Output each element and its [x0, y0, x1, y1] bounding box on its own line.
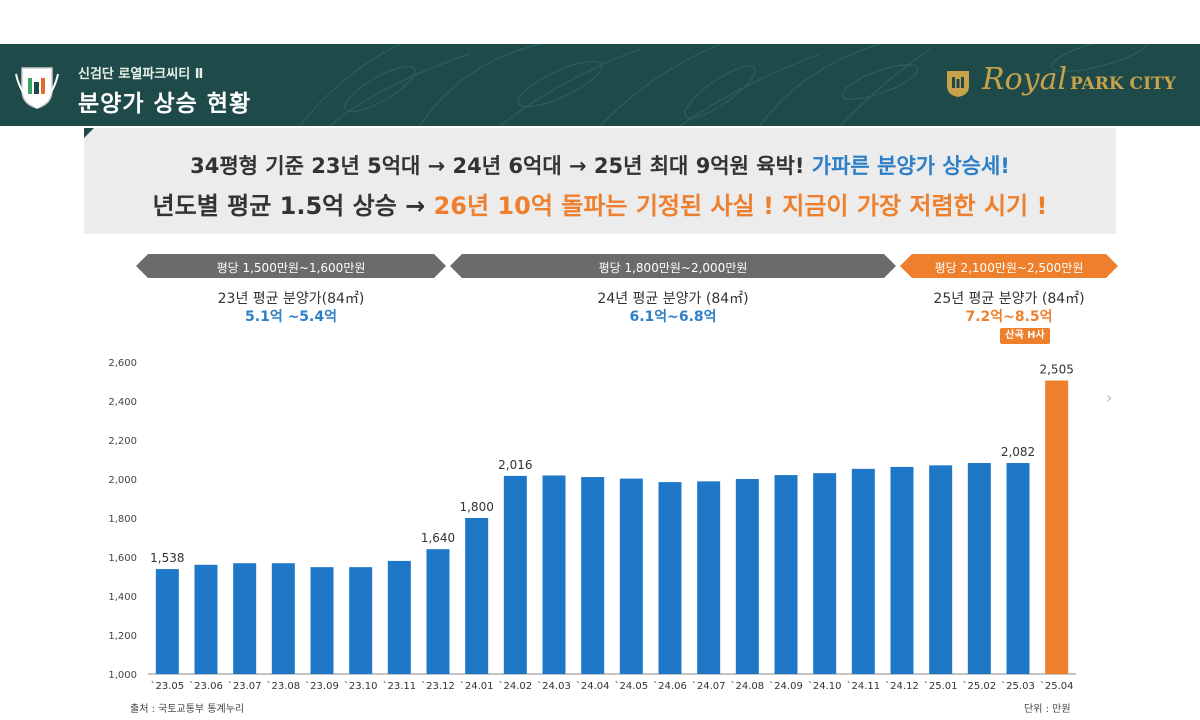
bar: [542, 475, 566, 674]
bar: [967, 463, 991, 674]
chevron-right-icon[interactable]: ›: [1106, 388, 1113, 407]
bar: [426, 549, 450, 674]
bar: [929, 465, 953, 674]
period-range-23: 5.1억 ~5.4억: [245, 309, 337, 325]
period-title-25: 25년 평균 분양가 (84㎡): [933, 291, 1085, 307]
bar: [465, 518, 489, 674]
x-tick-label: `25.03: [1001, 680, 1035, 692]
headline-2-highlight: 26년 10억 돌파는 기정된 사실 ! 지금이 가장 저렴한 시기 !: [433, 192, 1048, 220]
period-title-23: 23년 평균 분양가(84㎡): [217, 291, 365, 307]
x-tick-label: `24.03: [537, 680, 571, 692]
brand-royal: Royal: [982, 62, 1068, 97]
data-label: 1,640: [421, 531, 455, 545]
x-tick-label: `23.12: [421, 680, 455, 692]
bar: [774, 475, 798, 674]
x-tick-label: `23.11: [383, 680, 417, 692]
unit-note: 단위 : 만원: [1024, 704, 1071, 715]
period-label-23: 평당 1,500만원~1,600만원: [216, 261, 366, 275]
bar: [1045, 380, 1069, 674]
headline-line-1: 34평형 기준 23년 5억대 → 24년 6억대 → 25년 최대 9억원 육…: [84, 150, 1116, 180]
headline-1-highlight: 가파른 분양가 상승세!: [811, 154, 1010, 178]
period-ribbon-25: [900, 254, 1118, 278]
brand-parkcity: PARK CITY: [1070, 74, 1176, 94]
y-tick-label: 1,200: [108, 631, 137, 642]
bar: [310, 567, 334, 674]
period-ribbon-23: [136, 254, 446, 278]
y-tick-label: 2,400: [108, 397, 137, 408]
bar: [194, 564, 218, 674]
tag-badge: 산곡 H사: [1000, 328, 1050, 344]
headline-banner: 34평형 기준 23년 5억대 → 24년 6억대 → 25년 최대 9억원 육…: [84, 128, 1116, 234]
x-tick-label: `25.04: [1040, 680, 1074, 692]
bar: [697, 481, 721, 674]
data-label: 2,016: [498, 458, 532, 472]
data-label: 1,800: [459, 500, 493, 514]
x-tick-label: `24.10: [808, 680, 842, 692]
y-tick-label: 1,400: [108, 592, 137, 603]
bar: [735, 479, 759, 674]
x-tick-label: `23.09: [305, 680, 339, 692]
gold-crest-icon: [947, 71, 969, 97]
period-title-24: 24년 평균 분양가 (84㎡): [597, 291, 749, 307]
leaf-pattern: [299, 44, 1149, 126]
bar: [271, 563, 295, 674]
bar: [155, 569, 179, 674]
banner-corner: [84, 128, 94, 138]
x-tick-label: `25.01: [924, 680, 958, 692]
x-tick-label: `24.04: [576, 680, 610, 692]
x-tick-label: `23.06: [189, 680, 223, 692]
bar: [503, 475, 527, 674]
x-tick-label: `23.10: [344, 680, 378, 692]
x-tick-label: `24.07: [692, 680, 726, 692]
bar: [233, 563, 257, 674]
bar: [619, 478, 643, 674]
x-tick-label: `24.09: [769, 680, 803, 692]
x-tick-label: `24.08: [731, 680, 765, 692]
period-ribbons: [136, 254, 1118, 278]
y-tick-label: 2,000: [108, 475, 137, 486]
bar: [658, 482, 682, 674]
bar: [387, 560, 411, 674]
period-label-24: 평당 1,800만원~2,000만원: [598, 261, 748, 275]
bar: [1006, 463, 1030, 674]
period-ribbon-24: [450, 254, 896, 278]
source-note: 출처 : 국토교통부 통계누리: [130, 704, 245, 715]
x-tick-label: `25.02: [963, 680, 997, 692]
y-tick-label: 2,200: [108, 436, 137, 447]
x-tick-label: `24.05: [615, 680, 649, 692]
bar: [851, 468, 875, 674]
x-tick-label: `23.05: [151, 680, 185, 692]
y-tick-label: 1,600: [108, 553, 137, 564]
crest-logo-icon: [15, 67, 59, 109]
period-label-25: 평당 2,100만원~2,500만원: [934, 261, 1084, 275]
headline-1-main: 34평형 기준 23년 5억대 → 24년 6억대 → 25년 최대 9억원 육…: [190, 154, 805, 178]
data-label: 1,538: [150, 551, 184, 565]
data-label: 2,505: [1039, 363, 1073, 377]
headline-2-main: 년도별 평균 1.5억 상승 →: [152, 192, 426, 220]
y-tick-label: 2,600: [108, 358, 137, 369]
bar: [813, 473, 837, 674]
x-tick-label: `24.01: [460, 680, 494, 692]
bar: [349, 567, 373, 674]
period-range-24: 6.1억~6.8억: [629, 309, 717, 325]
y-tick-label: 1,000: [108, 670, 137, 681]
bar: [581, 477, 605, 674]
page-title: 분양가 상승 현황: [78, 91, 252, 117]
x-tick-label: `24.11: [847, 680, 881, 692]
x-tick-label: `23.07: [228, 680, 262, 692]
x-tick-label: `23.08: [267, 680, 301, 692]
header-bar: 신검단 로열파크씨티 Ⅱ 분양가 상승 현황 Royal PARK CITY: [0, 44, 1200, 126]
x-tick-label: `24.06: [653, 680, 687, 692]
x-tick-label: `24.02: [499, 680, 533, 692]
x-tick-label: `24.12: [885, 680, 919, 692]
bar: [890, 466, 914, 674]
y-tick-label: 1,800: [108, 514, 137, 525]
data-label: 2,082: [1001, 445, 1035, 459]
brand-subtitle: 신검단 로열파크씨티 Ⅱ: [78, 67, 204, 82]
period-range-25: 7.2억~8.5억: [965, 309, 1053, 325]
headline-line-2: 년도별 평균 1.5억 상승 → 26년 10억 돌파는 기정된 사실 ! 지금…: [84, 186, 1116, 221]
